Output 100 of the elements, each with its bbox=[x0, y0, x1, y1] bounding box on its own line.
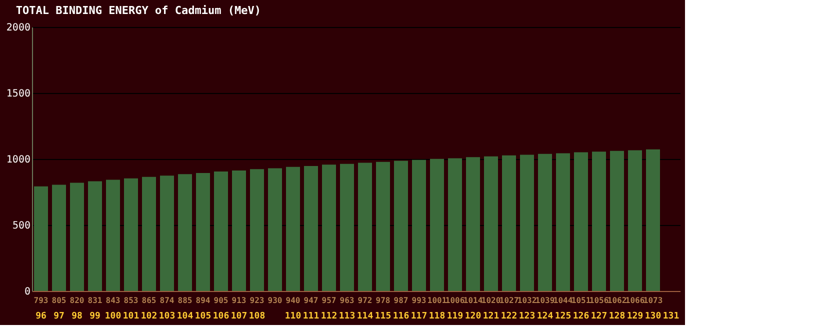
x-tick-label: 131 bbox=[662, 312, 680, 322]
data-label: 843 bbox=[106, 296, 120, 305]
bar bbox=[412, 160, 426, 291]
data-label: 905 bbox=[214, 296, 228, 305]
data-label: 957 bbox=[322, 296, 336, 305]
bar bbox=[520, 154, 534, 291]
x-tick-label: 105 bbox=[194, 312, 212, 322]
x-tick-label: 125 bbox=[554, 312, 572, 322]
data-label: 853 bbox=[124, 296, 138, 305]
x-tick-label: 113 bbox=[338, 312, 356, 322]
x-tick-label: 124 bbox=[536, 312, 554, 322]
bar bbox=[124, 178, 138, 291]
x-tick-label: 99 bbox=[90, 312, 100, 322]
data-label: 1056 bbox=[589, 296, 609, 305]
x-tick-label: 112 bbox=[320, 312, 338, 322]
data-label: 793 bbox=[34, 296, 48, 305]
bar bbox=[610, 150, 624, 291]
data-label: 963 bbox=[340, 296, 354, 305]
data-label: 940 bbox=[286, 296, 300, 305]
x-tick-label: 103 bbox=[158, 312, 176, 322]
bar bbox=[322, 164, 336, 291]
data-label: 993 bbox=[412, 296, 426, 305]
x-tick-label: 126 bbox=[572, 312, 590, 322]
x-tick-label: 108 bbox=[248, 312, 266, 322]
x-tick-label: 98 bbox=[72, 312, 82, 322]
bar bbox=[70, 182, 84, 291]
x-tick-label: 96 bbox=[36, 312, 46, 322]
bar bbox=[142, 176, 156, 291]
data-label: 947 bbox=[304, 296, 318, 305]
bar bbox=[232, 170, 246, 291]
data-label: 1014 bbox=[463, 296, 483, 305]
data-label: 1039 bbox=[535, 296, 555, 305]
bar bbox=[448, 158, 462, 291]
bar bbox=[160, 176, 174, 291]
data-label: 1062 bbox=[607, 296, 627, 305]
bar bbox=[358, 162, 372, 291]
data-label: 1006 bbox=[445, 296, 465, 305]
bar bbox=[268, 168, 282, 291]
x-tick-label: 120 bbox=[464, 312, 482, 322]
data-label: 1032 bbox=[517, 296, 537, 305]
x-tick-label: 117 bbox=[410, 312, 428, 322]
y-tick-label: 1500 bbox=[6, 88, 30, 100]
bar bbox=[178, 174, 192, 291]
data-label: 1027 bbox=[499, 296, 519, 305]
data-label: 831 bbox=[88, 296, 102, 305]
x-tick-label: 114 bbox=[356, 312, 374, 322]
bar bbox=[592, 152, 606, 291]
x-tick-label: 119 bbox=[446, 312, 464, 322]
data-label: 987 bbox=[394, 296, 408, 305]
chart-title: TOTAL BINDING ENERGY of Cadmium (MeV) bbox=[16, 4, 261, 17]
data-label: 913 bbox=[232, 296, 246, 305]
x-tick-label: 100 bbox=[104, 312, 122, 322]
bar bbox=[430, 158, 444, 291]
x-tick-label: 107 bbox=[230, 312, 248, 322]
x-tick-label: 101 bbox=[122, 312, 140, 322]
y-tick-label: 500 bbox=[12, 220, 30, 232]
bar bbox=[574, 152, 588, 291]
bar bbox=[286, 166, 300, 291]
x-tick-label: 122 bbox=[500, 312, 518, 322]
data-label: 885 bbox=[178, 296, 192, 305]
data-label: 874 bbox=[160, 296, 174, 305]
x-tick-label: 106 bbox=[212, 312, 230, 322]
data-label: 1001 bbox=[427, 296, 447, 305]
bar bbox=[88, 181, 102, 291]
bar bbox=[484, 156, 498, 291]
x-tick-label: 110 bbox=[284, 312, 302, 322]
data-label: 1044 bbox=[553, 296, 573, 305]
bar bbox=[394, 160, 408, 291]
x-tick-label: 104 bbox=[176, 312, 194, 322]
data-label: 820 bbox=[70, 296, 84, 305]
bar bbox=[304, 166, 318, 291]
x-tick-label: 102 bbox=[140, 312, 158, 322]
x-tick-label: 97 bbox=[54, 312, 64, 322]
bar bbox=[196, 172, 210, 291]
bar bbox=[376, 162, 390, 291]
bar bbox=[250, 169, 264, 291]
x-tick-label: 127 bbox=[590, 312, 608, 322]
x-tick-label: 116 bbox=[392, 312, 410, 322]
data-label: 978 bbox=[376, 296, 390, 305]
y-tick-label: 1000 bbox=[6, 154, 30, 166]
x-tick-label: 128 bbox=[608, 312, 626, 322]
data-label: 972 bbox=[358, 296, 372, 305]
data-label: 1073 bbox=[643, 296, 663, 305]
x-tick-label: 121 bbox=[482, 312, 500, 322]
data-label: 1066 bbox=[625, 296, 645, 305]
data-label: 1020 bbox=[481, 296, 501, 305]
data-label: 923 bbox=[250, 296, 264, 305]
data-label: 805 bbox=[52, 296, 66, 305]
bar bbox=[646, 149, 660, 291]
bar bbox=[502, 155, 516, 291]
bar bbox=[52, 184, 66, 291]
bar bbox=[106, 180, 120, 291]
x-tick-label: 111 bbox=[302, 312, 320, 322]
bar bbox=[214, 172, 228, 291]
bar bbox=[34, 186, 48, 291]
data-label: 1051 bbox=[571, 296, 591, 305]
y-tick-label: 2000 bbox=[6, 22, 30, 34]
bar bbox=[538, 154, 552, 291]
x-tick-label: 123 bbox=[518, 312, 536, 322]
bar bbox=[466, 157, 480, 291]
